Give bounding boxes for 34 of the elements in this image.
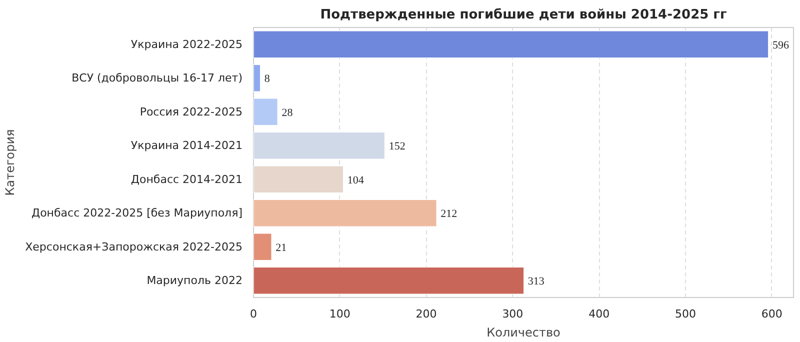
x-tick-label: 0 (250, 308, 257, 320)
y-tick-label: Херсонская+Запорожская 2022-2025 (25, 240, 243, 254)
y-tick-label: Россия 2022-2025 (140, 105, 243, 118)
y-tick-label: Донбасс 2022-2025 [без Мариуполя] (31, 206, 243, 220)
data-label: 28 (282, 106, 294, 119)
x-tick-label: 200 (416, 308, 437, 320)
x-tick-label: 300 (502, 308, 524, 320)
x-axis-title: Количество (486, 326, 560, 340)
bar (254, 30, 769, 58)
data-label: 596 (772, 39, 790, 52)
bar (254, 266, 524, 295)
y-tick-label: Донбасс 2014-2021 (130, 172, 243, 186)
y-axis-title: Категория (3, 129, 18, 196)
y-tick-label: Мариуполь 2022 (146, 274, 243, 288)
bar (254, 64, 261, 92)
data-label: 8 (264, 73, 270, 86)
x-tick-label: 400 (588, 308, 610, 320)
data-label: 212 (440, 208, 458, 220)
data-label: 21 (276, 242, 287, 254)
y-tick-label: ВСУ (добровольцы 16-17 лет) (72, 72, 243, 85)
x-tick-label: 600 (761, 308, 782, 320)
bar (254, 132, 386, 160)
y-tick-label: Украина 2014-2021 (130, 139, 243, 152)
y-tick-label: Украина 2022-2025 (130, 38, 243, 51)
data-label: 313 (528, 276, 545, 288)
data-label: 104 (347, 174, 364, 186)
bar (254, 165, 344, 194)
x-tick-label: 500 (675, 308, 696, 320)
bar (254, 98, 278, 126)
bar (254, 199, 438, 228)
bar (254, 232, 272, 261)
data-label: 152 (388, 140, 406, 153)
chart-title: Подтвержденные погибшие дети войны 2014-2025 гг (320, 8, 727, 22)
x-tick-label: 100 (329, 308, 350, 320)
